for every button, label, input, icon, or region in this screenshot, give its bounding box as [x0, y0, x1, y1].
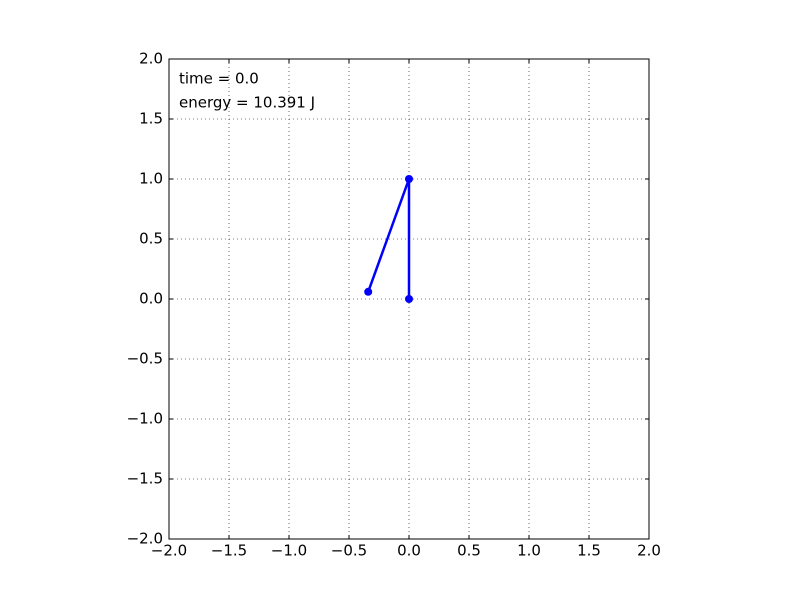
annotation: time = 0.0	[179, 70, 259, 88]
x-tick-label: 0.0	[397, 542, 421, 560]
x-tick-label: 1.5	[577, 542, 601, 560]
x-tick-label: 1.0	[517, 542, 541, 560]
x-tick-label: −1.5	[211, 542, 247, 560]
x-tick-label: 2.0	[637, 542, 661, 560]
y-tick-label: 0.5	[139, 230, 163, 248]
plot-frame	[168, 58, 650, 540]
annotation: energy = 10.391 J	[179, 94, 315, 112]
y-tick-label: −0.5	[127, 350, 163, 368]
y-tick-label: −2.0	[127, 530, 163, 548]
y-tick-label: 0.0	[139, 290, 163, 308]
y-tick-label: 1.0	[139, 170, 163, 188]
x-tick-label: −0.5	[331, 542, 367, 560]
x-tick-label: −1.0	[271, 542, 307, 560]
pendulum-bob	[405, 175, 413, 183]
pendulum-bob	[364, 287, 373, 296]
pendulum-bob	[405, 295, 413, 303]
y-tick-label: −1.5	[127, 470, 163, 488]
y-tick-label: −1.0	[127, 410, 163, 428]
y-tick-label: 2.0	[139, 50, 163, 68]
x-tick-label: 0.5	[457, 542, 481, 560]
y-tick-label: 1.5	[139, 110, 163, 128]
x-tick-label: −2.0	[151, 542, 187, 560]
